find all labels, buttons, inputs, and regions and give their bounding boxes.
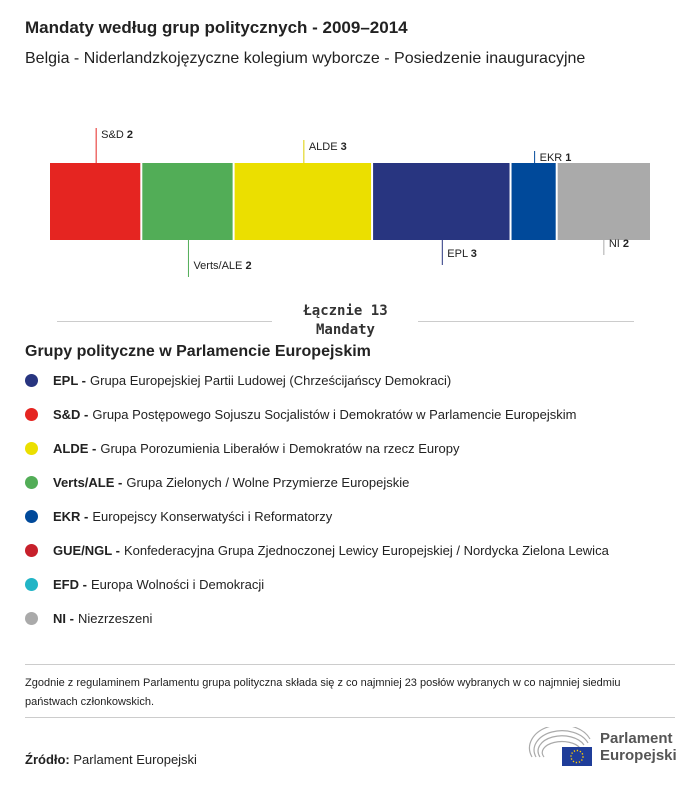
hemicycle-eu-flag-icon [528, 727, 592, 766]
legend-abbr: EFD - [53, 577, 87, 592]
legend-name: Europejscy Konserwatyści i Reformatorzy [92, 509, 333, 524]
legend-name: Grupa Porozumienia Liberałów i Demokrató… [100, 441, 460, 456]
source: Źródło: Parlament Europejski [25, 752, 197, 767]
note: Zgodnie z regulaminem Parlamentu grupa p… [25, 677, 621, 708]
legend-dot-icon [25, 510, 38, 523]
segment-label: NI 2 [609, 238, 629, 250]
legend-abbr: EKR - [53, 509, 89, 524]
legend-abbr: EPL - [53, 373, 86, 388]
seat-bar-chart: S&D 2 Verts/ALE 2 ALDE 3 EPL 3 EKR 1 NI 2 [50, 128, 650, 277]
legend-name: Europa Wolności i Demokracji [90, 577, 265, 592]
source-label: Źródło: [25, 752, 70, 767]
legend-abbr: GUE/NGL - [53, 543, 120, 558]
legend-abbr: NI - [53, 611, 74, 626]
legend-dot-icon [25, 408, 38, 421]
divider [25, 664, 675, 665]
legend-abbr: S&D - [53, 407, 89, 422]
legend-name: Grupa Zielonych / Wolne Przymierze Europ… [126, 475, 410, 490]
legend-dot-icon [25, 612, 38, 625]
parliament-logo: Parlament Europejski [528, 727, 677, 767]
legend-dot-icon [25, 442, 38, 455]
bar-segment [511, 163, 556, 240]
segment-label: Verts/ALE 2 [193, 260, 251, 272]
bar-segment [557, 163, 650, 240]
bar-segment [142, 163, 233, 240]
legend-name: Grupa Europejskiej Partii Ludowej (Chrze… [90, 373, 452, 388]
legend-dot-icon [25, 476, 38, 489]
chart-title: Mandaty według grup politycznych - 2009–… [25, 18, 408, 37]
legend-item: GUE/NGL - Konfederacyjna Grupa Zjednoczon… [25, 543, 609, 558]
legend-item: EPL - Grupa Europejskiej Partii Ludowej (… [25, 373, 451, 388]
logo-text-line: Parlament [600, 730, 673, 747]
divider [25, 717, 675, 718]
legend-name: Konfederacyjna Grupa Zjednoczonej Lewicy… [123, 543, 609, 558]
legend-item: S&D - Grupa Postępowego Sojuszu Socjalist… [25, 407, 577, 422]
legend-item: EFD - Europa Wolności i Demokracji [25, 577, 264, 592]
logo-text-line: Europejski [600, 747, 677, 764]
chart-subtitle: Belgia - Niderlandzkojęzyczne kolegium w… [25, 50, 586, 67]
legend-title: Grupy polityczne w Parlamencie Europejsk… [25, 343, 371, 360]
bar-segment [373, 163, 510, 240]
legend-dot-icon [25, 544, 38, 557]
divider [418, 321, 634, 322]
segment-label: EKR 1 [540, 152, 572, 164]
segment-label: ALDE 3 [309, 141, 347, 153]
total-label: Łącznie 13 [303, 303, 388, 319]
total-unit: Mandaty [315, 322, 375, 338]
legend-abbr: Verts/ALE - [53, 475, 123, 490]
legend-dot-icon [25, 374, 38, 387]
bar-segment [50, 163, 141, 240]
legend-name: Niezrzeszeni [77, 611, 153, 626]
legend-item: Verts/ALE - Grupa Zielonych / Wolne Przym… [25, 475, 409, 490]
legend-item: NI - Niezrzeszeni [25, 611, 152, 626]
total-seats: Łącznie 13 Mandaty [273, 302, 418, 340]
segment-label: S&D 2 [101, 129, 133, 141]
legend-item: ALDE - Grupa Porozumienia Liberałów i Dem… [25, 441, 459, 456]
legend-dot-icon [25, 578, 38, 591]
legend-item: EKR - Europejscy Konserwatyści i Reformat… [25, 509, 332, 524]
source-value: Parlament Europejski [73, 752, 197, 767]
segment-label: EPL 3 [447, 248, 477, 260]
legend-name: Grupa Postępowego Sojuszu Socjalistów i … [92, 407, 577, 422]
divider [57, 321, 272, 322]
bar-segment [234, 163, 372, 240]
legend-abbr: ALDE - [53, 441, 97, 456]
